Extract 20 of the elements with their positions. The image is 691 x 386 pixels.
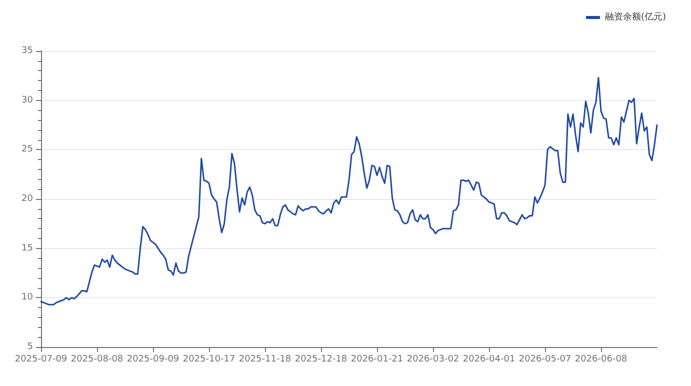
x-tick-label: 2025-10-17 xyxy=(182,354,236,364)
line-series xyxy=(40,76,658,306)
y-tick-label: 35 xyxy=(22,46,33,56)
y-tick-label: 15 xyxy=(22,243,33,254)
x-tick-label: 2026-06-08 xyxy=(574,354,628,364)
x-tick-label: 2025-09-09 xyxy=(126,354,180,364)
y-tick-label: 10 xyxy=(22,292,34,303)
x-tick-label: 2025-11-18 xyxy=(238,354,292,364)
legend-label: 融资余额(亿元) xyxy=(604,12,666,22)
x-tick-label: 2026-01-21 xyxy=(350,354,404,364)
x-tick-label: 2026-03-02 xyxy=(406,354,460,364)
y-tick-label: 25 xyxy=(22,144,33,155)
x-tick-label: 2025-07-09 xyxy=(14,354,68,364)
y-tick-label: 30 xyxy=(22,95,34,106)
x-tick-label: 2026-05-07 xyxy=(518,354,572,364)
y-tick-label: 5 xyxy=(27,342,33,352)
x-tick-label: 2025-12-18 xyxy=(294,354,348,364)
y-tick-label: 20 xyxy=(22,194,34,204)
x-tick-label: 2026-04-01 xyxy=(462,354,516,364)
x-tick-label: 2025-08-08 xyxy=(70,354,124,364)
